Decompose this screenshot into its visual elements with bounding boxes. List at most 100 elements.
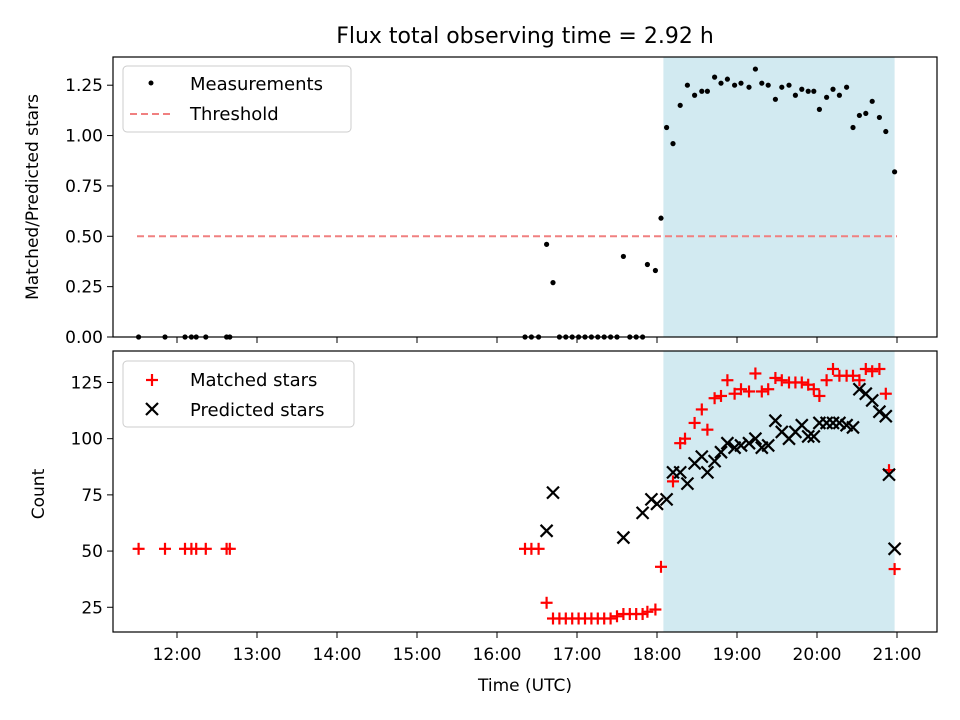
measurement-point [816,106,823,112]
predicted-stars-point [748,431,763,446]
predicted-stars-point [852,382,867,396]
matched-stars-point [649,603,662,616]
predicted-stars-point [887,542,902,556]
matched-stars-point [853,374,866,387]
measurement-point [824,94,830,100]
matched-stars-point [540,596,553,609]
measurement-point [792,92,799,98]
measurement-point [883,128,889,135]
measurement-point [811,88,817,94]
y-tick-label: 0.75 [65,177,103,197]
measurement-point [670,141,676,147]
measurement-point [684,82,691,88]
predicted-stars-point [742,436,756,450]
measurement-point [712,74,718,80]
matched-stars-point [743,385,755,398]
measurement-point [863,110,869,117]
matched-stars-point [775,374,788,387]
x-tick-label: 18:00 [633,645,682,665]
y-tick-label: 100 [71,430,103,450]
matched-stars-point [223,542,236,555]
measurement-point [658,215,664,221]
legend-matched-marker [146,374,158,386]
measurement-point [699,88,705,94]
measurement-point [544,241,550,247]
predicted-stars-point [650,497,664,511]
predicted-stars-point [546,485,560,500]
predicted-stars-point [826,416,840,430]
x-tick-label: 19:00 [713,645,762,665]
predicted-stars-point [680,476,695,491]
y-tick-label: 1.25 [65,76,103,96]
legend-predicted-label: Predicted stars [190,400,324,421]
matched-stars-point [532,542,545,555]
measurement-point [779,84,785,90]
measurement-point [856,112,863,119]
matched-stars-point [769,371,782,384]
top-panel: 0.00 0.25 0.50 0.75 1.00 1.25 Matched/Predict… [23,56,938,348]
predicted-stars-point [819,416,834,430]
x-tick-label: 13:00 [233,645,282,665]
matched-stars-point [807,383,820,396]
matched-stars-point [735,383,747,396]
x-tick-label: 21:00 [873,645,922,665]
measurement-point [752,66,759,72]
measurement-point [677,102,683,108]
y-tick-label: 50 [81,542,103,562]
x-tick-label: 16:00 [473,645,522,665]
predicted-stars-point [720,436,735,450]
y-tick-label: 0.00 [65,328,103,348]
x-tick-label: 14:00 [313,645,362,665]
x-axis-label: Time (UTC) [477,676,572,696]
matched-stars-point [847,369,859,382]
matched-stars-point [199,542,212,555]
matched-stars-point [888,563,901,576]
bottom-panel: 25 50 75 100 125 12:00 13:00 14:00 15:00 16:00 17… [29,350,938,696]
matched-stars-point [688,416,701,429]
legend-matched-label: Matched stars [190,370,317,391]
matched-stars-point [879,387,892,400]
predicted-stars-point [865,393,879,408]
predicted-stars-point [795,418,809,432]
measurement-point [830,86,836,92]
measurement-point [836,92,843,98]
measurement-point [644,261,651,268]
y-tick-label: 0.50 [65,227,103,247]
bottom-panel-frame [112,350,938,633]
y-tick-label: 1.00 [65,127,103,147]
y-tick-label: 0.25 [65,278,103,298]
measurement-point [732,82,738,88]
measurement-point [664,124,670,131]
matched-stars-point [813,389,826,402]
legend-measurements-marker [148,80,154,86]
matched-stars-point [728,387,741,400]
predicted-stars-point [807,429,821,444]
y-tick-label: 125 [71,373,103,393]
matched-stars-point [859,362,872,375]
measurement-point [869,98,875,104]
matched-stars-point [795,376,808,389]
observing-window-shade [663,351,895,632]
predicted-stars-point [882,467,896,482]
measurement-point [892,169,898,175]
legend-threshold-label: Threshold [189,104,279,125]
measurement-point [844,84,850,90]
matched-stars-point [159,542,171,555]
matched-stars-point [721,374,734,387]
measurement-point [550,280,556,286]
measurement-point [692,92,698,98]
predicted-stars-point [768,413,783,428]
x-tick-label: 15:00 [393,645,442,665]
predicted-stars-point [846,420,860,435]
measurement-point [805,88,811,94]
legend-predicted-marker [145,402,159,416]
x-tick-label: 17:00 [553,645,602,665]
chart-title: Flux total observing time = 2.92 h [336,24,714,49]
measurement-point [718,80,724,86]
matched-stars-point [820,374,833,387]
y-tick-label: 75 [81,486,103,506]
matched-stars-point [132,542,145,555]
measurement-point [876,114,883,121]
matched-stars-point [611,610,623,623]
